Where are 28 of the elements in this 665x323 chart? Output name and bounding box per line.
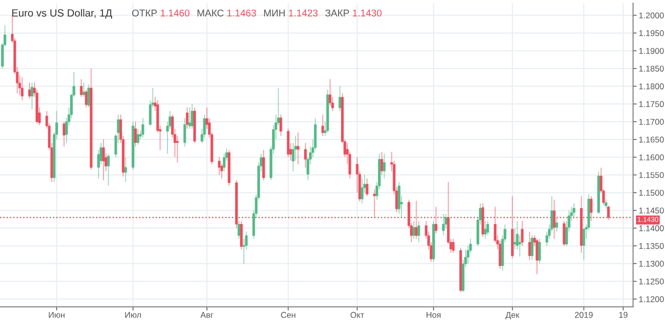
y-tick-label: 1.1400 [639, 225, 664, 232]
x-tick-label: 2019 [574, 312, 593, 318]
x-tick-label: Сен [281, 312, 296, 318]
text: Euro vs US Dollar, 1Д [12, 9, 112, 19]
x-tick-label: Июн [48, 312, 64, 318]
y-tick-label: 1.1350 [639, 243, 664, 249]
y-tick-label: 1.1950 [639, 30, 664, 36]
y-tick-label: 1.1300 [639, 260, 664, 267]
y-tick-label: 1.1200 [639, 296, 664, 302]
x-tick-label: Ноя [426, 312, 441, 318]
text: ОТКР 1.1460 МАКС 1.1463 МИН 1.1423 ЗАКР 1.1430 [132, 10, 382, 16]
y-tick-label: 1.1700 [639, 118, 664, 125]
y-tick-label: 1.1850 [639, 66, 664, 72]
x-tick-label: 19 [619, 312, 628, 318]
y-tick-label: 1.2000 [639, 12, 664, 18]
y-tick-label: 1.1750 [639, 101, 664, 108]
y-tick-label: 1.1800 [639, 83, 664, 90]
x-tick-label: Окт [350, 312, 364, 318]
y-tick-label: 1.1900 [639, 48, 664, 54]
y-tick-label: 1.1550 [639, 172, 664, 178]
x-tick-label: Июл [125, 312, 141, 318]
x-tick-label: Дек [505, 312, 520, 320]
y-tick-label: 1.1250 [639, 278, 664, 284]
y-tick-label: 1.1600 [639, 154, 664, 160]
y-tick-label: 1.1650 [639, 136, 664, 143]
y-tick-label: 1.1500 [639, 190, 664, 196]
y-tick-label: 1.1450 [639, 208, 664, 214]
x-tick-label: Авг [200, 312, 214, 318]
